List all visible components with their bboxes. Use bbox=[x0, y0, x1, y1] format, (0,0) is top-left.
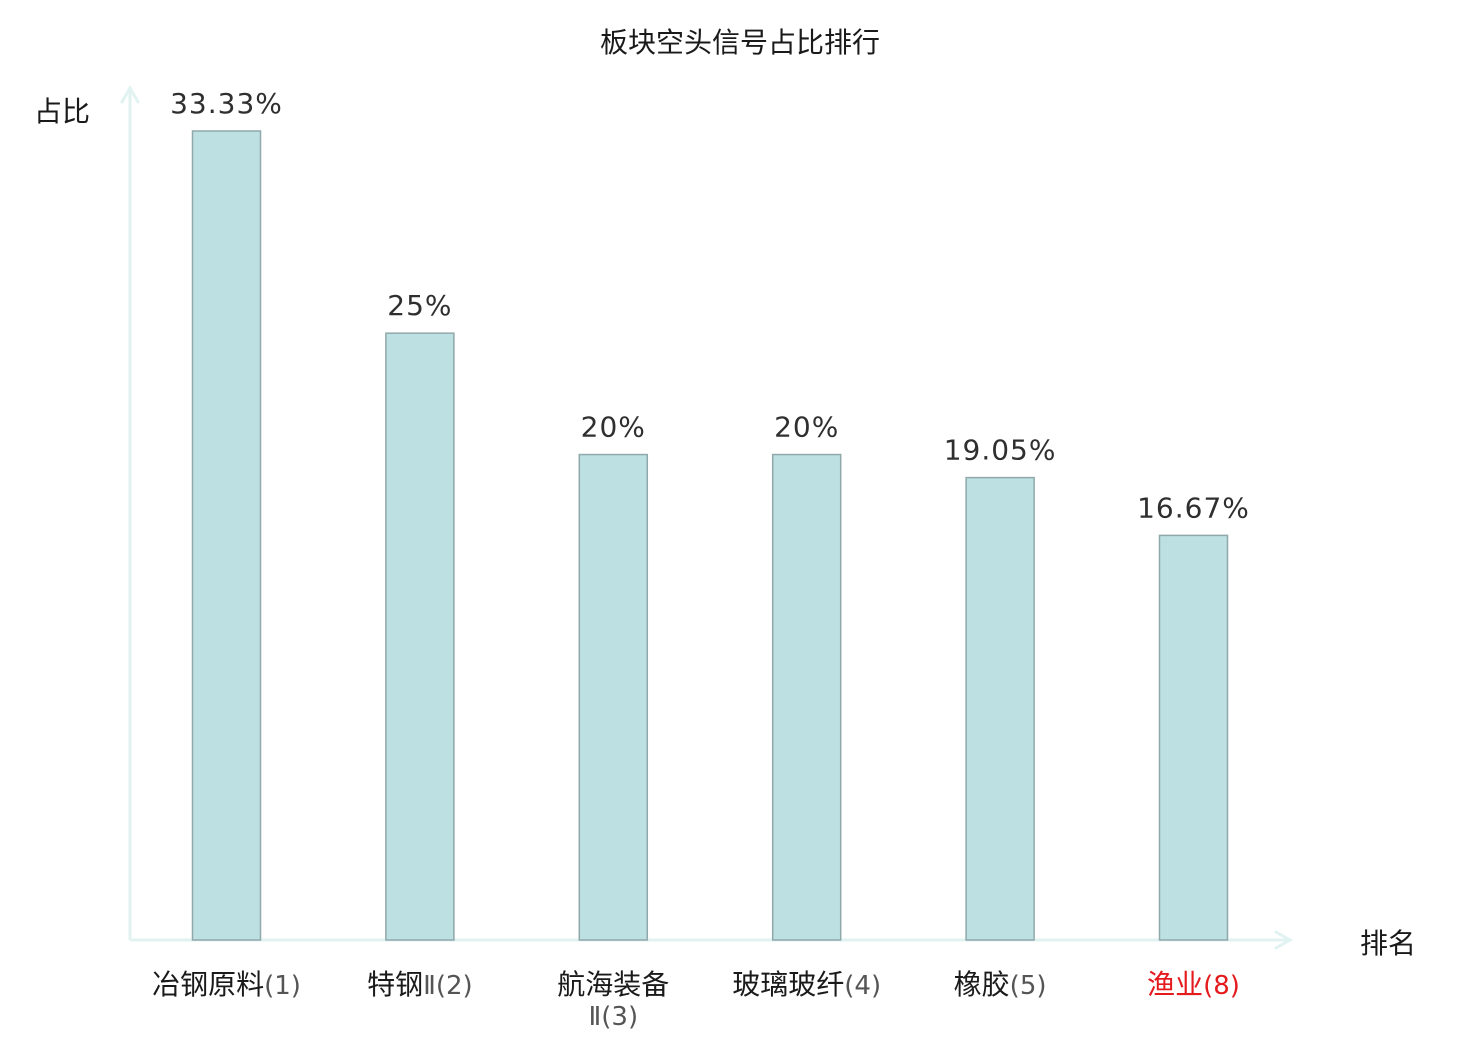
value-label-5: 19.05% bbox=[944, 434, 1057, 467]
category-name-4: 玻璃玻纤 bbox=[732, 968, 844, 1001]
category-rank-6: (8) bbox=[1203, 971, 1240, 1001]
category-label-1: 冶钢原料(1) bbox=[152, 968, 301, 1001]
x-axis-label: 排名 bbox=[1360, 927, 1416, 960]
bar-2 bbox=[385, 332, 455, 941]
x-axis-arrow bbox=[1274, 930, 1294, 950]
category-name-5: 橡胶 bbox=[954, 968, 1010, 1001]
value-label-group: 33.33% 25% 20% 20% 19.05% 16.67% bbox=[170, 87, 1250, 524]
bar-6 bbox=[1158, 534, 1229, 941]
value-label-3: 20% bbox=[581, 411, 646, 444]
bar-4 bbox=[771, 453, 842, 941]
category-name-1: 冶钢原料 bbox=[152, 968, 264, 1001]
bar-5 bbox=[965, 476, 1035, 941]
value-label-4: 20% bbox=[774, 411, 839, 444]
value-label-1: 33.33% bbox=[170, 87, 283, 120]
bar-group bbox=[191, 130, 1229, 941]
category-rank-3: Ⅱ(3) bbox=[588, 1002, 638, 1032]
category-label-3: 航海装备 bbox=[557, 968, 669, 1001]
bar-3 bbox=[578, 453, 649, 941]
category-name-2: 特钢 bbox=[367, 968, 423, 1001]
chart-title: 板块空头信号占比排行 bbox=[600, 26, 880, 59]
category-label-5: 橡胶(5) bbox=[954, 968, 1047, 1001]
value-label-6: 16.67% bbox=[1137, 491, 1250, 524]
y-axis-label: 占比 bbox=[34, 95, 90, 128]
category-name-6: 渔业 bbox=[1147, 968, 1203, 1001]
category-rank-1: (1) bbox=[264, 971, 301, 1001]
category-label-6: 渔业(8) bbox=[1147, 968, 1240, 1001]
category-label-2: 特钢Ⅱ(2) bbox=[367, 968, 473, 1001]
category-label-4: 玻璃玻纤(4) bbox=[732, 968, 881, 1001]
value-label-2: 25% bbox=[387, 289, 452, 322]
y-axis-arrow bbox=[120, 84, 140, 104]
axes bbox=[120, 84, 1294, 950]
category-rank-5: (5) bbox=[1010, 971, 1047, 1001]
category-rank-2: Ⅱ(2) bbox=[423, 971, 473, 1001]
category-rank-4: (4) bbox=[844, 971, 881, 1001]
bar-1 bbox=[191, 130, 262, 941]
